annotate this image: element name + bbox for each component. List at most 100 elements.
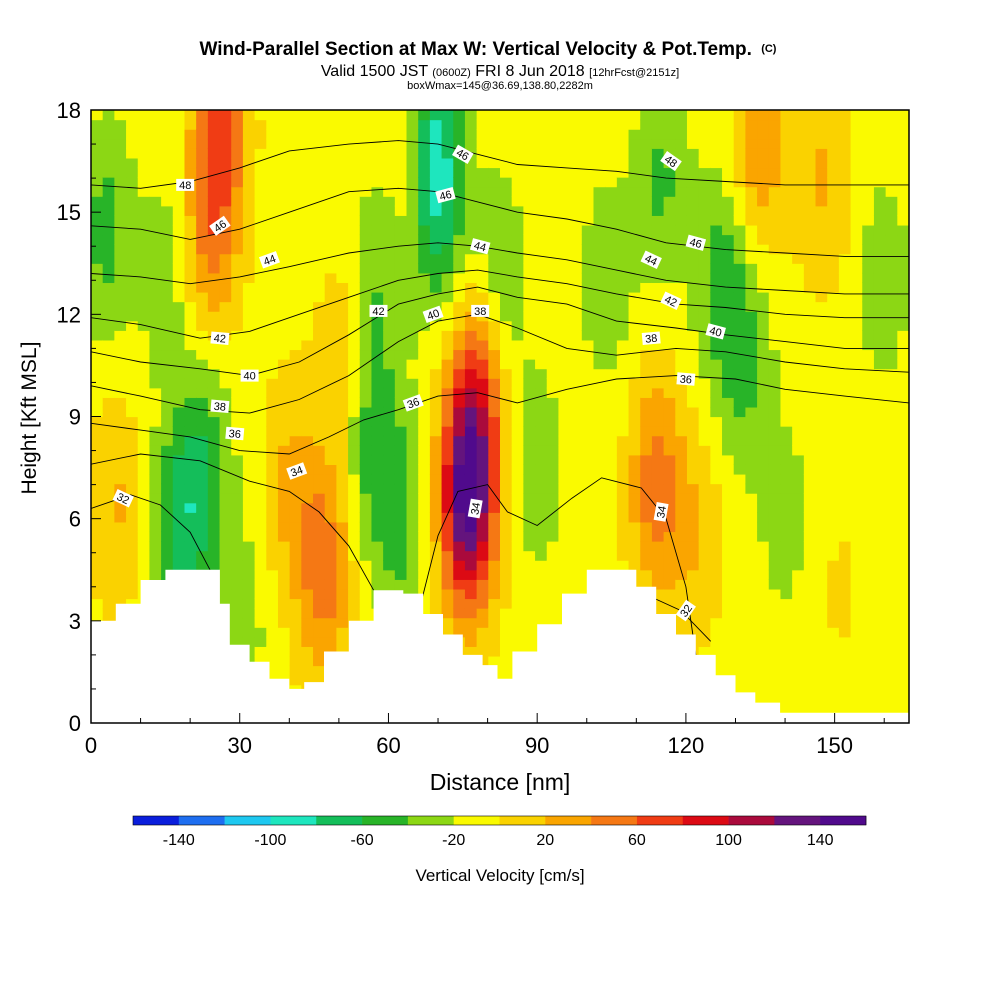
w-cell [254,234,267,245]
w-cell [827,608,840,619]
w-cell [570,368,583,379]
w-cell [780,406,793,418]
w-cell [511,464,524,475]
w-cell [803,694,817,705]
w-cell [803,129,817,140]
w-cell [616,110,630,121]
w-cell [757,406,770,418]
w-cell [628,426,641,437]
colorbar-swatch [682,816,729,825]
colorbar-swatch [133,816,180,825]
w-cell [792,330,805,341]
w-cell [488,512,501,523]
w-cell [266,224,279,236]
w-cell [838,416,852,427]
w-cell [277,129,291,140]
w-cell [757,560,770,571]
w-cell [862,215,875,226]
contour-label-38: 38 [471,304,490,318]
w-cell [254,167,267,178]
w-cell [546,110,560,121]
w-cell [511,196,524,207]
w-cell [91,224,104,236]
w-cell [686,167,700,178]
w-cell [535,224,548,236]
w-cell [873,512,887,523]
x-tick-label: 0 [85,733,97,758]
w-cell [745,301,758,312]
w-cell [313,655,326,667]
w-cell [348,110,361,121]
w-cell [231,157,244,169]
w-cell [862,119,875,130]
w-cell [640,473,653,485]
w-cell [441,349,454,360]
w-cell [897,684,909,695]
w-cell [254,426,267,437]
w-cell [873,368,887,379]
w-cell [593,397,606,408]
w-cell [161,320,174,331]
w-cell [476,598,489,609]
w-cell [207,253,221,264]
w-cell [184,272,197,284]
w-cell [686,608,700,619]
w-cell [126,272,139,284]
w-cell [301,646,314,657]
w-cell [873,244,887,255]
w-cell [126,349,139,360]
w-cell [535,196,548,207]
w-cell [710,406,723,418]
w-cell [897,368,909,379]
w-cell [242,473,256,485]
w-cell [885,263,898,274]
w-cell [383,569,396,580]
w-cell [722,349,735,360]
w-cell [546,416,560,427]
w-cell [710,502,723,513]
w-cell [488,167,501,178]
w-cell [289,224,302,236]
w-cell [219,435,232,446]
w-cell [897,215,909,226]
w-cell [394,291,408,303]
w-cell [570,291,583,303]
w-cell [698,311,711,322]
theta-contour-36 [91,375,909,455]
w-cell [675,445,688,456]
w-cell [640,320,653,331]
w-cell [324,205,337,216]
w-cell [429,387,443,398]
w-cell [640,512,653,523]
w-cell [698,464,711,475]
w-cell [126,291,139,303]
w-cell [336,588,349,600]
w-cell [640,464,653,475]
w-cell [558,177,571,188]
w-cell [873,234,887,245]
w-cell [581,502,595,513]
colorbar-swatch [728,816,775,825]
w-cell [862,579,875,590]
w-cell [137,359,151,370]
w-cell [838,617,852,628]
w-cell [277,205,291,216]
w-cell [383,512,396,523]
w-cell [277,483,291,494]
w-cell [406,502,419,513]
w-cell [546,435,560,446]
w-cell [476,234,489,245]
w-cell [897,359,909,370]
w-cell [792,387,805,398]
w-cell [102,531,115,542]
w-cell [873,205,887,216]
w-cell [803,224,817,236]
w-cell [394,531,408,542]
w-cell [710,138,723,149]
w-cell [137,205,151,216]
w-cell [184,521,197,533]
w-cell [803,272,817,284]
w-cell [535,186,548,197]
w-cell [488,406,501,418]
